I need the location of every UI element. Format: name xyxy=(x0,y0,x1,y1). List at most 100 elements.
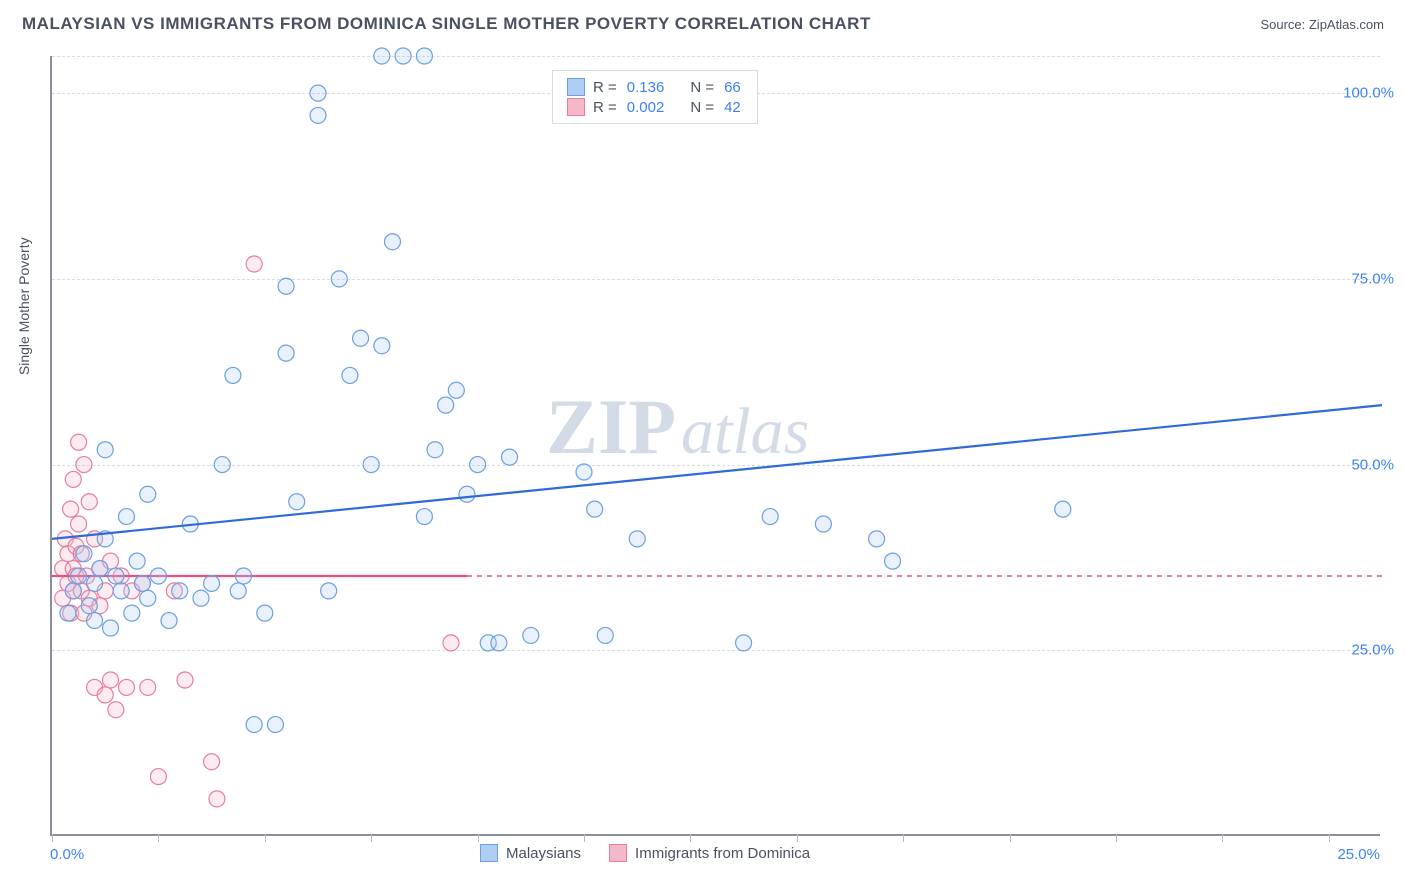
marker-dominica xyxy=(108,702,124,718)
marker-malaysians xyxy=(869,531,885,547)
marker-malaysians xyxy=(124,605,140,621)
swatch-malaysians xyxy=(480,844,498,862)
marker-malaysians xyxy=(448,382,464,398)
marker-malaysians xyxy=(97,442,113,458)
marker-malaysians xyxy=(395,48,411,64)
marker-malaysians xyxy=(214,457,230,473)
marker-malaysians xyxy=(374,338,390,354)
y-tick-label: 100.0% xyxy=(1343,85,1394,102)
marker-malaysians xyxy=(204,575,220,591)
marker-malaysians xyxy=(118,509,134,525)
marker-dominica xyxy=(65,471,81,487)
marker-dominica xyxy=(76,457,92,473)
legend-label-malaysians: Malaysians xyxy=(506,845,581,862)
r-label: R = xyxy=(593,79,617,96)
marker-malaysians xyxy=(193,590,209,606)
marker-malaysians xyxy=(230,583,246,599)
chart-container: Single Mother Poverty ZIP atlas R = 0.13… xyxy=(0,44,1406,890)
marker-dominica xyxy=(97,687,113,703)
marker-malaysians xyxy=(278,345,294,361)
source-value: ZipAtlas.com xyxy=(1309,17,1384,32)
marker-malaysians xyxy=(225,367,241,383)
source-label: Source: xyxy=(1260,17,1308,32)
legend-item-dominica: Immigrants from Dominica xyxy=(609,844,810,862)
swatch-dominica xyxy=(567,98,585,116)
marker-malaysians xyxy=(103,620,119,636)
marker-dominica xyxy=(246,256,262,272)
chart-header: MALAYSIAN VS IMMIGRANTS FROM DOMINICA SI… xyxy=(0,0,1406,44)
stats-row-malaysians: R = 0.136 N = 66 xyxy=(567,77,743,97)
marker-malaysians xyxy=(71,568,87,584)
n-value-malaysians: 66 xyxy=(724,79,741,96)
marker-malaysians xyxy=(257,605,273,621)
marker-malaysians xyxy=(374,48,390,64)
marker-dominica xyxy=(71,516,87,532)
r-value-dominica: 0.002 xyxy=(627,99,665,116)
marker-malaysians xyxy=(60,605,76,621)
marker-malaysians xyxy=(76,546,92,562)
marker-malaysians xyxy=(762,509,778,525)
x-axis-min-label: 0.0% xyxy=(50,846,84,863)
marker-malaysians xyxy=(576,464,592,480)
legend-item-malaysians: Malaysians xyxy=(480,844,581,862)
marker-dominica xyxy=(103,672,119,688)
marker-dominica xyxy=(81,494,97,510)
marker-malaysians xyxy=(87,575,103,591)
marker-dominica xyxy=(63,501,79,517)
correlation-stats-legend: R = 0.136 N = 66 R = 0.002 N = 42 xyxy=(552,70,758,124)
marker-dominica xyxy=(71,434,87,450)
x-axis-max-label: 25.0% xyxy=(1337,846,1380,863)
stats-row-dominica: R = 0.002 N = 42 xyxy=(567,97,743,117)
marker-dominica xyxy=(140,679,156,695)
marker-malaysians xyxy=(134,575,150,591)
marker-malaysians xyxy=(331,271,347,287)
marker-malaysians xyxy=(470,457,486,473)
chart-title: MALAYSIAN VS IMMIGRANTS FROM DOMINICA SI… xyxy=(22,14,871,34)
marker-malaysians xyxy=(113,583,129,599)
marker-dominica xyxy=(204,754,220,770)
marker-malaysians xyxy=(1055,501,1071,517)
marker-malaysians xyxy=(310,107,326,123)
source-attribution: Source: ZipAtlas.com xyxy=(1260,17,1384,32)
marker-malaysians xyxy=(161,613,177,629)
marker-malaysians xyxy=(267,717,283,733)
marker-malaysians xyxy=(321,583,337,599)
marker-malaysians xyxy=(81,598,97,614)
marker-malaysians xyxy=(885,553,901,569)
marker-malaysians xyxy=(427,442,443,458)
marker-malaysians xyxy=(384,234,400,250)
n-label: N = xyxy=(690,79,714,96)
marker-malaysians xyxy=(736,635,752,651)
marker-malaysians xyxy=(459,486,475,502)
marker-malaysians xyxy=(491,635,507,651)
marker-malaysians xyxy=(363,457,379,473)
marker-malaysians xyxy=(342,367,358,383)
r-value-malaysians: 0.136 xyxy=(627,79,665,96)
swatch-dominica xyxy=(609,844,627,862)
marker-malaysians xyxy=(246,717,262,733)
marker-malaysians xyxy=(140,486,156,502)
marker-malaysians xyxy=(289,494,305,510)
marker-dominica xyxy=(150,769,166,785)
legend-label-dominica: Immigrants from Dominica xyxy=(635,845,810,862)
marker-malaysians xyxy=(172,583,188,599)
marker-malaysians xyxy=(597,627,613,643)
marker-malaysians xyxy=(129,553,145,569)
marker-malaysians xyxy=(278,278,294,294)
y-tick-label: 25.0% xyxy=(1351,642,1394,659)
marker-malaysians xyxy=(92,561,108,577)
swatch-malaysians xyxy=(567,78,585,96)
marker-malaysians xyxy=(65,583,81,599)
y-tick-label: 50.0% xyxy=(1351,456,1394,473)
marker-malaysians xyxy=(815,516,831,532)
marker-dominica xyxy=(209,791,225,807)
marker-malaysians xyxy=(310,85,326,101)
marker-malaysians xyxy=(416,48,432,64)
marker-malaysians xyxy=(587,501,603,517)
n-value-dominica: 42 xyxy=(724,99,741,116)
marker-dominica xyxy=(118,679,134,695)
marker-malaysians xyxy=(236,568,252,584)
r-label: R = xyxy=(593,99,617,116)
marker-malaysians xyxy=(150,568,166,584)
marker-malaysians xyxy=(438,397,454,413)
